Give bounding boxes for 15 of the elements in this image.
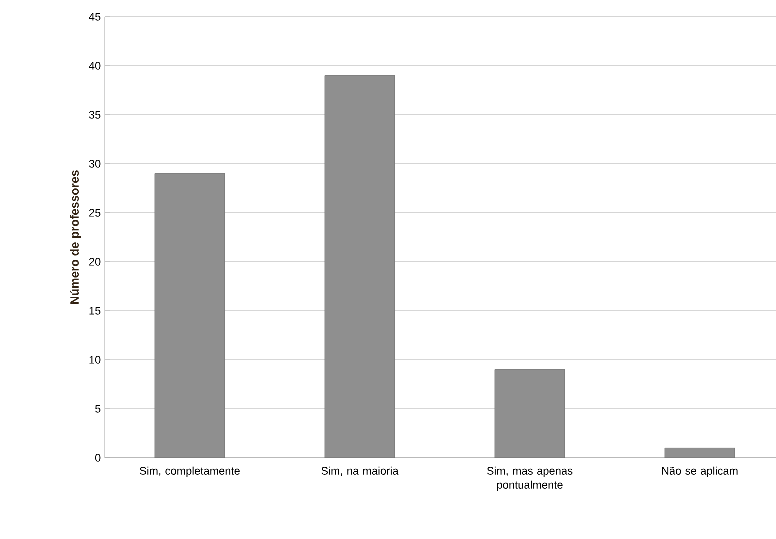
y-tick-label: 30	[89, 160, 101, 168]
y-tick-label: 45	[89, 13, 101, 21]
x-tick-label: Sim, completamente	[140, 466, 240, 478]
x-tick-label: Não se aplicam	[662, 466, 738, 478]
y-tick-label: 5	[95, 405, 101, 413]
y-axis-title: Número de professores	[70, 170, 82, 304]
y-tick-label: 15	[90, 307, 101, 315]
y-tick-label: 0	[95, 454, 101, 462]
y-tick-label: 40	[89, 62, 101, 70]
y-tick-label: 35	[89, 111, 101, 119]
y-tick-label: 20	[89, 258, 101, 266]
x-tick-label: Sim, mas apenas pontualmente	[487, 466, 573, 492]
y-tick-label: 10	[90, 356, 101, 364]
y-tick-label: 25	[89, 209, 101, 217]
x-tick-label: Sim, na maioria	[322, 466, 399, 476]
